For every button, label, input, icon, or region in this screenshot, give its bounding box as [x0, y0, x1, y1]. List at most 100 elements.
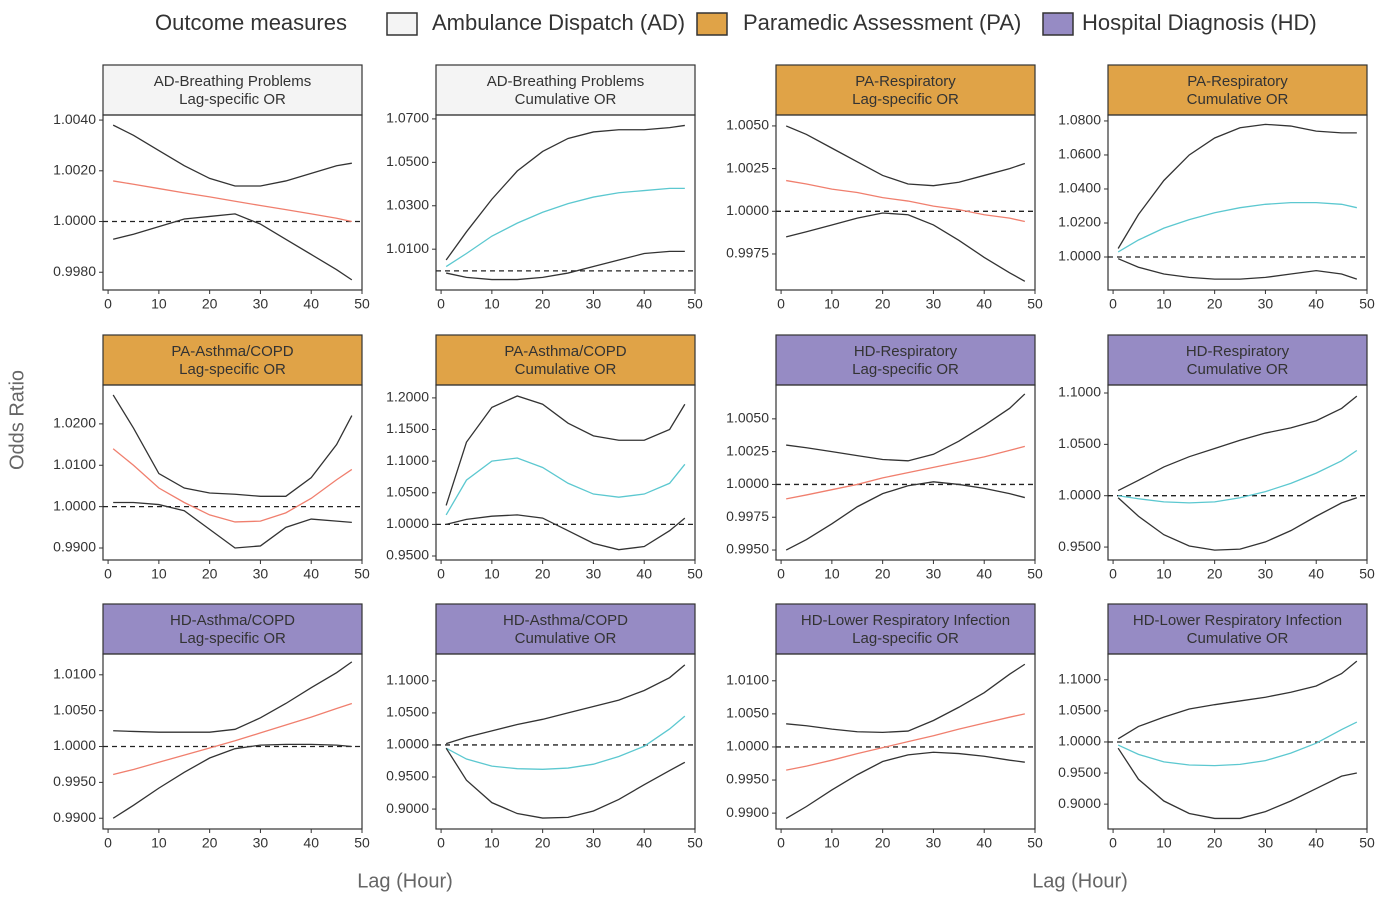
y-tick-label: 1.1000 [1058, 671, 1101, 687]
plot-frame [775, 114, 1036, 291]
x-tick-label: 50 [1027, 835, 1043, 851]
plot-frame [102, 114, 363, 291]
y-tick-label: 1.0600 [1058, 146, 1101, 162]
x-tick-label: 10 [151, 835, 167, 851]
y-tick-label: 1.0700 [386, 110, 429, 126]
panel-subtitle: Lag-specific OR [179, 91, 286, 108]
x-tick-label: 20 [875, 835, 891, 851]
y-tick-label: 0.9950 [726, 771, 769, 787]
y-tick-label: 1.0000 [386, 736, 429, 752]
panel-title: PA-Asthma/COPD [171, 343, 293, 360]
y-tick-label: 1.2000 [386, 389, 429, 405]
panel-subtitle: Lag-specific OR [179, 630, 286, 647]
y-tick-label: 1.1000 [386, 452, 429, 468]
x-tick-label: 10 [824, 835, 840, 851]
x-tick-label: 20 [535, 296, 551, 312]
x-tick-label: 20 [202, 835, 218, 851]
plot-frame [102, 384, 363, 561]
x-tick-label: 10 [1156, 296, 1172, 312]
x-tick-label: 0 [1109, 296, 1117, 312]
y-axis-label: Odds Ratio [6, 370, 28, 470]
x-tick-label: 20 [1207, 296, 1223, 312]
x-tick-label: 40 [303, 835, 319, 851]
series-line [1117, 395, 1358, 492]
y-tick-label: 1.0100 [386, 240, 429, 256]
y-tick-label: 0.9500 [386, 547, 429, 563]
y-tick-label: 1.0050 [726, 117, 769, 133]
panel-header [1107, 64, 1368, 116]
legend-label: Hospital Diagnosis (HD) [1082, 10, 1317, 35]
series-line [1117, 258, 1358, 280]
y-tick-label: 0.9950 [53, 773, 96, 789]
y-tick-label: 0.9500 [1058, 764, 1101, 780]
panel-subtitle: Lag-specific OR [852, 361, 959, 378]
x-axis-label: Lag (Hour) [1032, 870, 1128, 892]
y-tick-label: 0.9950 [726, 541, 769, 557]
x-tick-label: 40 [303, 296, 319, 312]
x-tick-label: 30 [1258, 566, 1274, 582]
plot-frame [1107, 114, 1368, 291]
series-line [445, 187, 685, 268]
x-tick-label: 0 [777, 835, 785, 851]
series-line [113, 661, 353, 733]
series-line [785, 481, 1026, 551]
plot-frame [102, 653, 363, 830]
x-tick-label: 50 [687, 296, 703, 312]
series-line [113, 702, 353, 776]
panel-header [435, 334, 696, 386]
series-line [785, 125, 1026, 187]
y-tick-label: 0.9000 [386, 800, 429, 816]
x-tick-label: 20 [1207, 835, 1223, 851]
series-line [1117, 747, 1357, 820]
panel-subtitle: Cumulative OR [515, 630, 617, 647]
x-tick-label: 0 [104, 566, 112, 582]
panel-subtitle: Lag-specific OR [852, 630, 959, 647]
series-line [786, 663, 1026, 734]
x-tick-label: 20 [202, 566, 218, 582]
y-tick-label: 1.0000 [1058, 486, 1101, 502]
plot-frame [435, 384, 696, 561]
x-tick-label: 10 [484, 566, 500, 582]
y-tick-label: 1.0050 [53, 701, 96, 717]
series-line [446, 514, 686, 551]
y-tick-label: 1.0025 [726, 159, 769, 175]
x-tick-label: 50 [354, 566, 370, 582]
y-tick-label: 1.0200 [53, 415, 96, 431]
x-tick-label: 20 [875, 296, 891, 312]
series-line [445, 395, 686, 506]
y-tick-label: 1.0000 [726, 475, 769, 491]
y-tick-label: 1.0500 [386, 704, 429, 720]
x-tick-label: 20 [535, 835, 551, 851]
series-line [786, 179, 1025, 223]
panel-header [102, 603, 363, 655]
x-tick-label: 30 [926, 835, 942, 851]
y-tick-label: 0.9975 [726, 508, 769, 524]
y-tick-label: 1.1500 [386, 420, 429, 436]
y-tick-label: 0.9975 [726, 245, 769, 261]
x-tick-label: 0 [1109, 566, 1117, 582]
y-tick-label: 0.9500 [1058, 538, 1101, 554]
x-tick-label: 10 [824, 566, 840, 582]
y-tick-label: 1.0020 [53, 162, 96, 178]
y-tick-label: 0.9900 [53, 809, 96, 825]
x-tick-label: 0 [104, 835, 112, 851]
series-line [113, 501, 352, 549]
x-tick-label: 0 [1109, 835, 1117, 851]
series-line [1117, 497, 1358, 551]
x-tick-label: 10 [484, 835, 500, 851]
x-tick-label: 40 [636, 566, 652, 582]
x-tick-label: 0 [437, 566, 445, 582]
panel-title: HD-Lower Respiratory Infection [1133, 612, 1342, 629]
y-tick-label: 1.0000 [726, 738, 769, 754]
series-line [786, 713, 1025, 771]
x-tick-label: 30 [586, 566, 602, 582]
plot-frame [435, 114, 696, 291]
plot-frame [1107, 384, 1368, 561]
y-tick-label: 1.0000 [53, 212, 96, 228]
x-tick-label: 30 [1258, 835, 1274, 851]
x-tick-label: 40 [976, 835, 992, 851]
x-tick-label: 50 [354, 296, 370, 312]
panel-header [102, 334, 363, 386]
panel-subtitle: Cumulative OR [1187, 630, 1289, 647]
